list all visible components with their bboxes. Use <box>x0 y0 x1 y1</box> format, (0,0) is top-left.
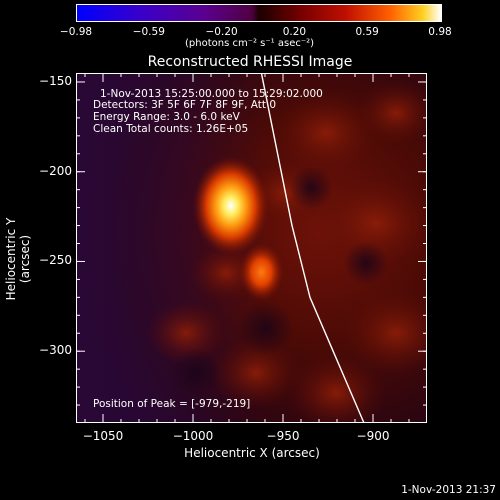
colorbar-tick-label: −0.98 <box>59 26 93 38</box>
colorbar-tick-label: 0.98 <box>428 26 452 38</box>
colorbar-tick-label: −0.20 <box>205 26 238 38</box>
x-tick-label: −1000 <box>172 429 214 443</box>
heatmap-texture <box>171 348 221 398</box>
footer-timestamp: 1-Nov-2013 21:37 <box>401 484 496 496</box>
emission-source <box>192 156 269 256</box>
annotation-clean: Clean Total counts: 1.26E+05 <box>93 123 249 135</box>
heatmap-texture <box>146 301 226 365</box>
heatmap-texture <box>341 289 427 377</box>
heatmap-plot <box>76 73 427 423</box>
heatmap-texture <box>289 166 333 210</box>
colorbar-units: (photons cm⁻² s⁻¹ asec⁻²) <box>185 38 315 49</box>
x-tick-label: −900 <box>356 429 390 443</box>
emission-source <box>239 243 284 301</box>
annotation-time: 1-Nov-2013 15:25:00.000 to 15:29:02.000 <box>100 88 323 100</box>
y-tick-label: −150 <box>39 73 72 88</box>
y-axis-label: Heliocentric Y (arcsec) <box>4 217 32 301</box>
y-tick-label: −200 <box>39 163 72 178</box>
colorbar-tick-label: −0.59 <box>132 26 165 38</box>
chart-title: Reconstructed RHESSI Image <box>147 54 353 70</box>
solar-limb-curve <box>260 73 365 423</box>
annotation-detectors: Detectors: 3F 5F 6F 7F 8F 9F, Att 0 <box>93 99 277 111</box>
heatmap-texture <box>344 241 388 285</box>
colorbar <box>76 4 442 22</box>
colorbar-tick-label: 0.20 <box>282 26 307 38</box>
plot-frame <box>76 73 427 423</box>
heatmap-texture <box>238 300 294 356</box>
x-tick-label: −1050 <box>82 429 124 443</box>
heatmap-texture <box>316 175 427 271</box>
y-tick-label: −300 <box>39 343 72 358</box>
x-axis-label: Heliocentric X (arcsec) <box>184 446 320 460</box>
heatmap-texture <box>211 337 301 409</box>
heatmap-texture <box>271 89 381 177</box>
y-tick-label: −250 <box>39 253 72 268</box>
x-tick-label: −950 <box>266 429 300 443</box>
annotation-energy: Energy Range: 3.0 - 6.0 keV <box>93 111 240 123</box>
heatmap-texture <box>356 81 427 145</box>
annotation-peak-position: Position of Peak = [-979,-219] <box>93 398 251 410</box>
colorbar-tick-label: 0.59 <box>355 26 379 38</box>
heatmap-texture <box>286 353 386 423</box>
